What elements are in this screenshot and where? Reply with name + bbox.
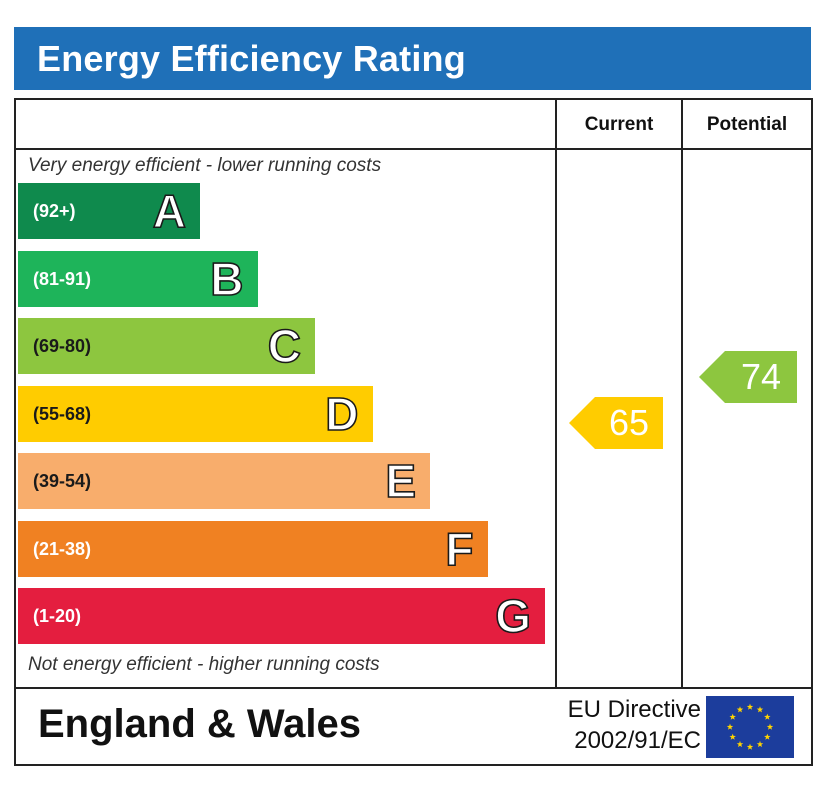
- directive-line-1: EU Directive: [567, 696, 701, 723]
- pointer-arrow-potential: [699, 350, 725, 403]
- band-range-b: (81-91): [33, 268, 92, 289]
- band-range-g: (1-20): [33, 606, 82, 626]
- band-f: (21-38) F: [18, 520, 488, 577]
- band-range-c: (69-80): [33, 336, 92, 356]
- band-a: (92+) A: [18, 183, 200, 239]
- divider-potential: [681, 100, 683, 689]
- eu-star-icon: [756, 740, 764, 748]
- header-divider: [16, 148, 811, 150]
- band-letter-f: F: [445, 522, 475, 576]
- eu-star-icon: [729, 733, 736, 740]
- band-letter-g: G: [494, 589, 531, 643]
- eu-star-icon: [736, 706, 744, 713]
- column-header-current: Current: [584, 114, 654, 135]
- directive-line-2: 2002/91/EC: [574, 727, 701, 754]
- band-letter-e: E: [385, 454, 417, 508]
- eu-star-icon: [746, 703, 754, 710]
- band-letter-d: D: [324, 387, 359, 441]
- band-e: (39-54) E: [18, 453, 430, 509]
- chart-title: Energy Efficiency Rating: [37, 38, 466, 79]
- eu-star-icon: [766, 723, 774, 730]
- eu-flag-icon: [706, 696, 794, 758]
- pointer-arrow-current: [569, 396, 595, 449]
- band-range-a: (92+): [33, 201, 76, 221]
- band-letter-b: B: [209, 252, 244, 306]
- pointer-potential: 74: [699, 350, 797, 403]
- band-g: (1-20) G: [18, 588, 545, 644]
- eu-star-icon: [729, 713, 736, 720]
- eu-star-icon: [746, 743, 754, 750]
- region-label: England & Wales: [38, 702, 362, 746]
- eu-star-icon: [764, 733, 771, 740]
- pointer-value-potential: 74: [725, 350, 797, 403]
- pointer-current: 65: [569, 396, 663, 449]
- pointer-value-current: 65: [595, 396, 663, 449]
- note-inefficient: Not energy efficient - higher running co…: [28, 654, 380, 675]
- band-range-f: (21-38): [33, 538, 92, 559]
- footer-divider: [16, 687, 811, 689]
- band-letter-c: C: [267, 319, 302, 373]
- eu-directive: EU Directive 2002/91/EC: [531, 694, 701, 756]
- column-header-potential: Potential: [706, 114, 788, 135]
- band-letter-a: A: [152, 184, 187, 238]
- eu-star-icon: [736, 740, 744, 748]
- rating-frame: Current Potential Very energy efficient …: [14, 98, 813, 766]
- band-c: (69-80) C: [18, 318, 315, 374]
- title-bar: Energy Efficiency Rating: [14, 27, 811, 90]
- eu-star-icon: [756, 706, 764, 713]
- band-d: (55-68) D: [18, 385, 373, 442]
- note-efficient: Very energy efficient - lower running co…: [28, 155, 382, 176]
- eu-star-icon: [764, 713, 771, 720]
- band-range-d: (55-68): [33, 403, 92, 424]
- divider-current: [555, 100, 557, 689]
- band-b: (81-91) B: [18, 250, 258, 307]
- band-range-e: (39-54): [33, 471, 92, 491]
- eu-star-icon: [726, 723, 734, 730]
